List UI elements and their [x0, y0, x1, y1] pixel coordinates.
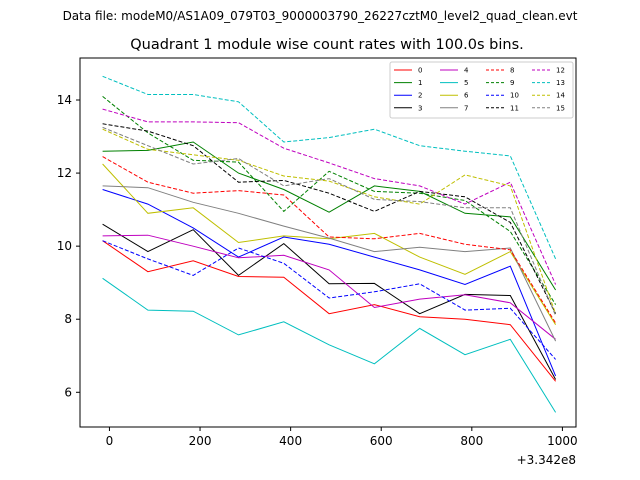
- legend-label-1: 1: [418, 79, 422, 87]
- x-tick-label: 1000: [547, 434, 578, 448]
- legend-label-13: 13: [556, 79, 565, 87]
- series-line-14: [102, 128, 557, 314]
- legend-label-7: 7: [464, 104, 468, 112]
- series-line-10: [102, 240, 556, 360]
- series-line-0: [102, 240, 556, 382]
- series-line-2: [102, 189, 557, 377]
- legend-label-3: 3: [418, 104, 422, 112]
- series-line-7: [102, 185, 557, 342]
- series-line-6: [102, 163, 557, 325]
- series-line-4: [102, 234, 556, 340]
- x-offset-label: +3.342e8: [517, 453, 576, 467]
- legend-label-6: 6: [464, 92, 469, 100]
- legend-label-15: 15: [556, 104, 565, 112]
- legend-label-2: 2: [418, 92, 422, 100]
- series-line-8: [102, 156, 557, 324]
- x-tick-label: 200: [189, 434, 212, 448]
- chart-title: Quadrant 1 module wise count rates with …: [130, 37, 524, 53]
- figure-suptitle: Data file: modeM0/AS1A09_079T03_90000037…: [63, 9, 578, 23]
- legend-label-12: 12: [556, 67, 565, 75]
- y-tick-label: 14: [57, 93, 72, 107]
- legend-label-9: 9: [510, 79, 514, 87]
- series-line-3: [102, 223, 557, 380]
- legend-label-5: 5: [464, 79, 468, 87]
- x-tick-label: 0: [106, 434, 114, 448]
- series-line-5: [102, 277, 557, 413]
- series-line-9: [102, 96, 557, 305]
- y-tick-label: 6: [64, 385, 72, 399]
- legend-label-10: 10: [510, 92, 519, 100]
- plot-area: [102, 75, 557, 413]
- y-tick-label: 12: [57, 166, 72, 180]
- legend-label-0: 0: [418, 67, 422, 75]
- axes-frame: [79, 57, 577, 428]
- legend-label-8: 8: [510, 67, 514, 75]
- series-line-1: [102, 141, 557, 291]
- series-line-11: [102, 123, 557, 314]
- x-tick-label: 600: [370, 434, 393, 448]
- x-tick-label: 800: [460, 434, 483, 448]
- legend-label-4: 4: [464, 67, 469, 75]
- legend-box: [389, 61, 574, 119]
- series-line-12: [102, 108, 557, 285]
- series-line-13: [102, 75, 557, 260]
- y-tick-label: 10: [57, 239, 72, 253]
- legend-label-11: 11: [510, 104, 519, 112]
- y-tick-label: 8: [64, 312, 72, 326]
- x-tick-label: 400: [279, 434, 302, 448]
- series-line-15: [102, 126, 557, 316]
- legend-label-14: 14: [556, 92, 565, 100]
